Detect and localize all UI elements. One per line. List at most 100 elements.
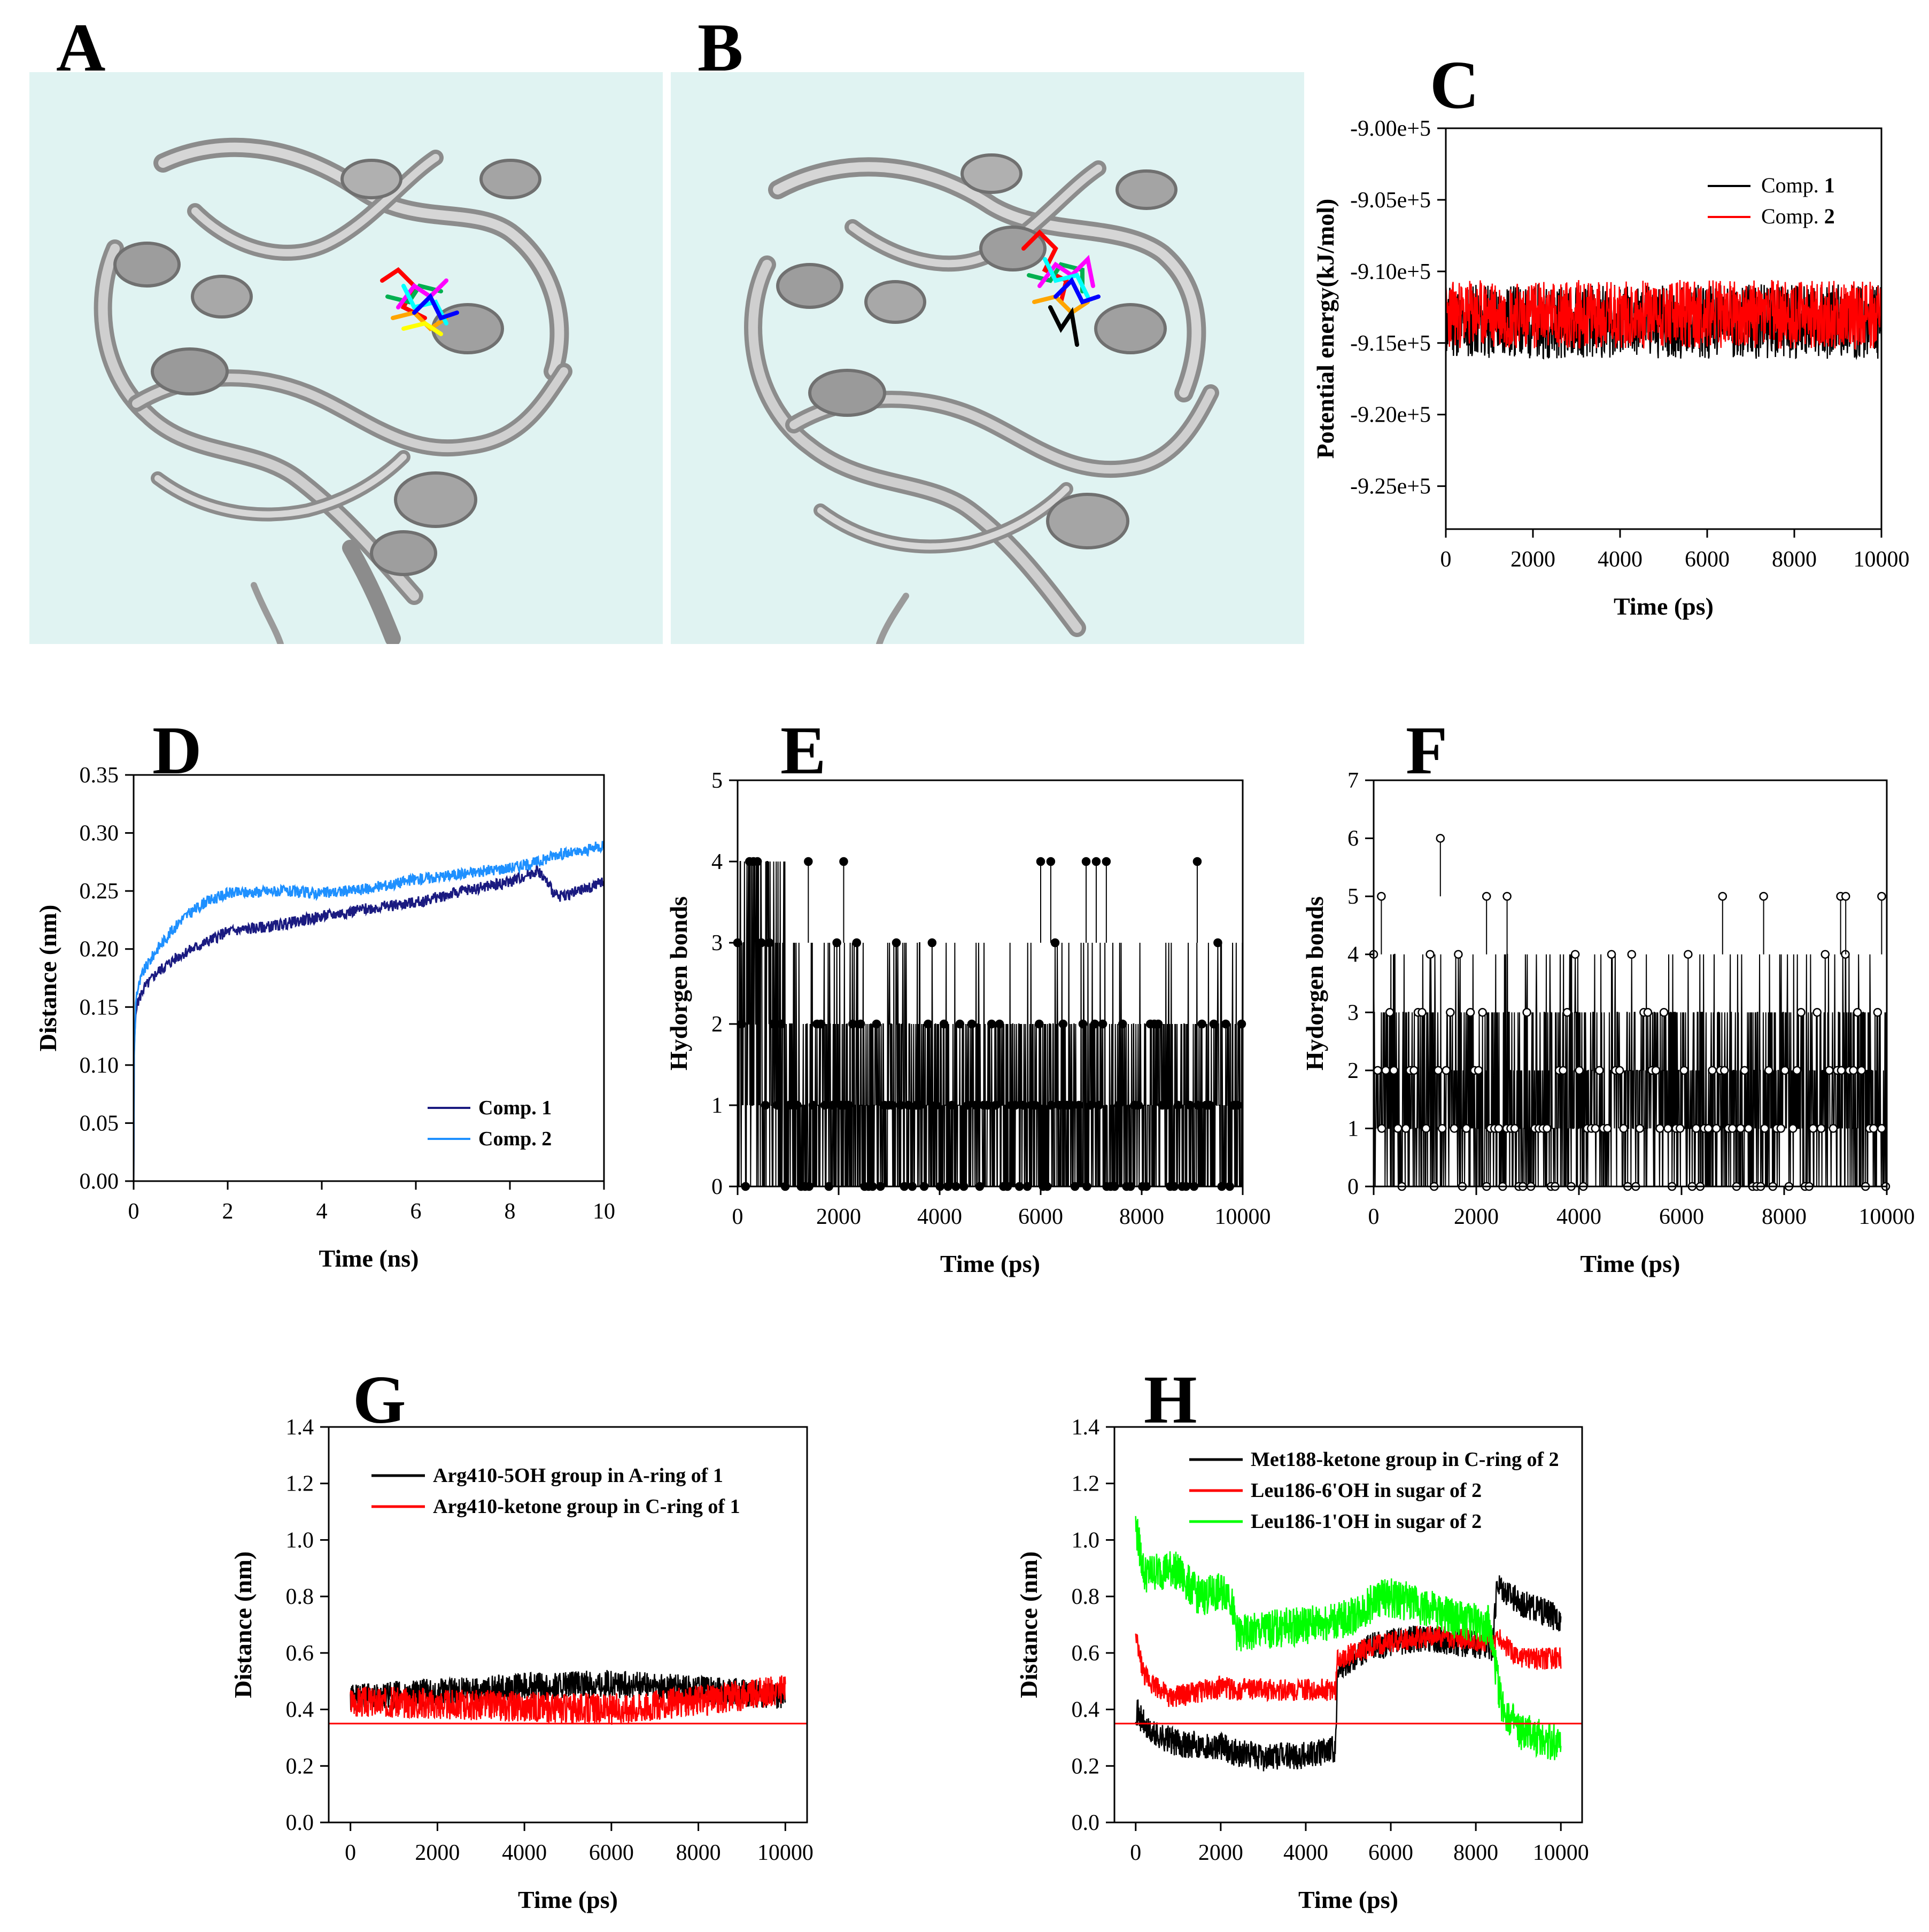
hbond-marker	[1643, 1008, 1653, 1017]
hbond-marker	[1679, 1066, 1689, 1075]
series-f-1	[1373, 953, 1887, 1187]
y-tick-label: 4	[1347, 943, 1359, 967]
x-tick-label: 4000	[1556, 1205, 1601, 1229]
y-tick-label: -9.20e+5	[1350, 403, 1431, 428]
legend-label: Leu186-1'OH in sugar of 2	[1251, 1510, 1482, 1533]
series-d-2	[133, 841, 605, 1182]
y-tick-label: 0.0	[286, 1811, 314, 1835]
x-tick-label: 4000	[1598, 547, 1643, 572]
hbond-marker	[1780, 1066, 1789, 1075]
y-tick-label: 0.00	[80, 1169, 119, 1194]
plot-frame	[1445, 127, 1882, 530]
plot-frame	[737, 779, 1244, 1188]
series-e-1-markers	[733, 857, 1246, 1191]
hbond-marker	[1385, 1008, 1395, 1017]
legend-number: 1	[1824, 173, 1835, 197]
x-tick-label: 8000	[1762, 1205, 1807, 1229]
x-tick-label: 10000	[1533, 1841, 1589, 1865]
hbond-marker	[1591, 1124, 1600, 1133]
hbond-marker	[1446, 1008, 1455, 1017]
x-tick-label: 6000	[1659, 1205, 1704, 1229]
y-axis: 0 1 2 3 4 5 6 7	[1347, 769, 1374, 1199]
hbond-marker	[1421, 1124, 1431, 1133]
hbond-marker	[1047, 1100, 1056, 1110]
hbond-marker	[955, 1019, 965, 1029]
hbond-marker	[1381, 1066, 1390, 1075]
hbond-marker	[753, 857, 762, 866]
y-tick-label: 0.25	[80, 879, 119, 904]
hbond-marker	[1019, 1100, 1028, 1110]
hbond-marker	[1619, 1124, 1628, 1133]
hbond-marker	[1118, 1019, 1127, 1029]
panel-label-c: C	[1430, 47, 1479, 123]
hbond-peak-marker	[1091, 857, 1101, 866]
hbond-marker	[1035, 1019, 1044, 1029]
hbond-marker	[1074, 1100, 1083, 1110]
x-axis-title: Time (ps)	[1614, 593, 1714, 620]
x-tick-label: 0	[1130, 1841, 1141, 1865]
hbond-marker	[1186, 1100, 1195, 1110]
hbond-marker	[924, 1019, 933, 1029]
hbond-marker	[1161, 1100, 1171, 1110]
x-tick-label: 8000	[1453, 1841, 1498, 1865]
hbond-marker	[1792, 1066, 1802, 1075]
panel-label-b: B	[698, 10, 743, 86]
hbond-marker	[991, 1100, 1000, 1110]
x-tick-label: 2000	[816, 1205, 861, 1229]
plot-frame	[133, 774, 605, 1182]
hbond-marker	[1659, 1008, 1669, 1017]
hbond-peak-marker	[1046, 857, 1056, 866]
hbond-marker	[1011, 1100, 1020, 1110]
hbond-marker	[1522, 1008, 1531, 1017]
y-tick-label: 0.2	[286, 1754, 314, 1779]
y-tick-label: 0.35	[80, 763, 119, 788]
hbond-marker	[1409, 1066, 1419, 1075]
hbond-marker	[1562, 1008, 1572, 1017]
series-g-2	[350, 1675, 786, 1725]
x-axis-title: Time (ps)	[940, 1250, 1040, 1277]
hbond-marker	[904, 1100, 913, 1110]
hbond-marker	[828, 1100, 838, 1110]
y-tick-label: 0.2	[1072, 1754, 1100, 1779]
hbond-peak-marker	[1192, 857, 1202, 866]
y-tick-label: 0.4	[286, 1698, 314, 1722]
x-tick-label: 6	[410, 1199, 422, 1224]
x-tick-label: 4000	[502, 1841, 547, 1865]
y-tick-label: 0.05	[80, 1111, 119, 1136]
x-tick-label: 8000	[1119, 1205, 1164, 1229]
ribbon-helices-b	[776, 153, 1177, 549]
hbond-marker	[1510, 1124, 1520, 1133]
y-tick-label: 2	[1347, 1059, 1359, 1083]
hbond-marker	[1197, 1019, 1206, 1029]
y-tick-label: 1.0	[1072, 1528, 1100, 1553]
hbond-marker	[793, 1100, 802, 1110]
hbond-marker	[1094, 1100, 1103, 1110]
hbond-marker	[1740, 1066, 1749, 1075]
plot-frame	[328, 1426, 808, 1824]
y-tick-label: 2	[711, 1012, 723, 1037]
ribbon-helices-a	[113, 159, 541, 576]
hbond-marker	[1812, 1008, 1822, 1017]
hbond-marker	[1711, 1124, 1721, 1133]
hbond-marker	[1373, 1066, 1382, 1075]
legend-label: Comp. 1	[478, 1097, 552, 1119]
hbond-marker	[1869, 1124, 1878, 1133]
hbond-marker	[1627, 950, 1636, 959]
hbond-marker	[1434, 1066, 1443, 1075]
y-axis-title: Potential energy(kJ/mol)	[1312, 199, 1339, 459]
hbond-marker	[1389, 1066, 1398, 1075]
x-axis: 0 2000 4000 6000 8000 10000	[1440, 529, 1910, 572]
hbond-peak-marker	[839, 857, 848, 866]
x-axis: 0 2000 4000 6000 8000 10000	[1368, 1186, 1915, 1229]
ligand-cluster-b	[1021, 229, 1101, 347]
y-tick-label: 4	[711, 850, 723, 874]
legend-prefix: Comp.	[1761, 204, 1824, 228]
panel-label-e: E	[780, 712, 826, 788]
hbond-marker	[1676, 1124, 1685, 1133]
y-tick-label: 3	[1347, 1000, 1359, 1025]
y-tick-label: 7	[1347, 769, 1359, 793]
plot-area	[1445, 280, 1882, 361]
hbond-marker	[808, 1100, 818, 1110]
